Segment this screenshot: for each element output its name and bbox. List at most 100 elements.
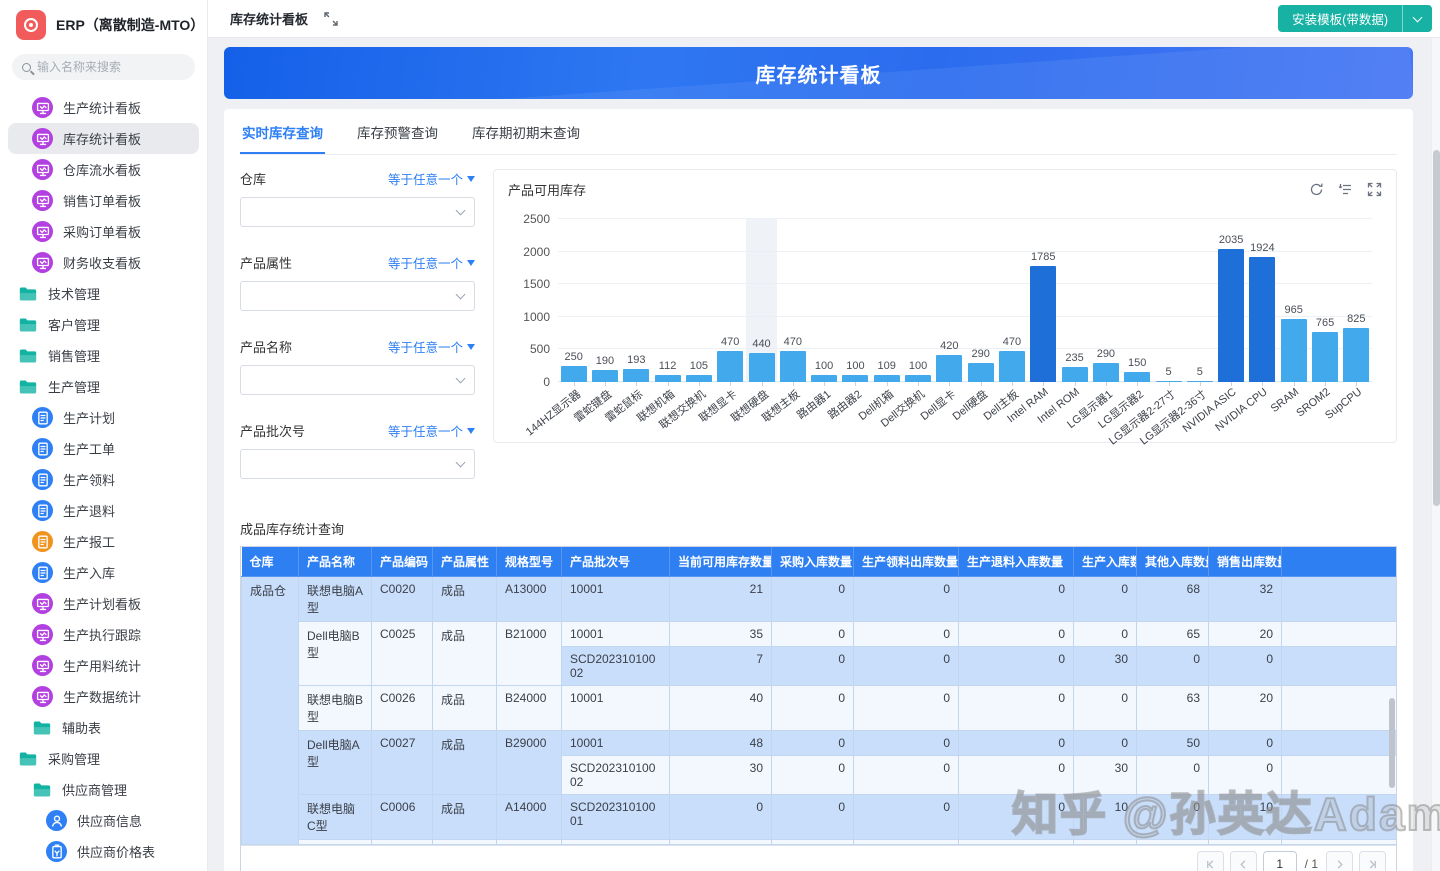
- sidebar-item[interactable]: 生产执行跟踪: [8, 619, 199, 650]
- bar[interactable]: [560, 365, 587, 382]
- bar[interactable]: [967, 363, 994, 382]
- sort-settings-icon[interactable]: [1338, 182, 1353, 197]
- sidebar-item[interactable]: 供应商信息: [8, 805, 199, 836]
- table-row[interactable]: [242, 839, 1396, 845]
- sidebar-item[interactable]: 财务收支看板: [8, 247, 199, 278]
- sidebar-item[interactable]: 生产报工: [8, 526, 199, 557]
- sidebar-item[interactable]: 销售管理: [8, 340, 199, 371]
- sidebar-item[interactable]: 生产入库: [8, 557, 199, 588]
- sidebar-search[interactable]: [12, 54, 195, 80]
- table-row[interactable]: 成品仓 联想电脑A型 C0020 成品 A13000 10001 21 0 0 0 0 68 32: [241, 576, 1396, 845]
- bar[interactable]: [591, 369, 618, 382]
- table-cell: A13000: [496, 576, 562, 622]
- sidebar-item[interactable]: 采购订单看板: [8, 216, 199, 247]
- sidebar-item[interactable]: 库存统计看板: [8, 123, 199, 154]
- table-row[interactable]: Dell电脑A型 C0027 成品 B29000 10001 48 0 0 0 0 50 0: [242, 730, 1396, 795]
- table-row[interactable]: SCD20231010002 7 0 0 0 30 0 0: [242, 646, 1396, 686]
- sidebar-item[interactable]: 销售订单看板: [8, 185, 199, 216]
- table-cell: 0: [1073, 576, 1137, 622]
- sidebar-item[interactable]: 生产用料统计: [8, 650, 199, 681]
- filter-select[interactable]: [240, 449, 475, 479]
- sidebar-item[interactable]: 生产工单: [8, 433, 199, 464]
- sidebar-item[interactable]: 生产数据统计: [8, 681, 199, 712]
- dashboard-card: 实时库存查询 库存预警查询 库存期初期末查询 仓库 等于任意一个 产品属性 等于任意…: [224, 109, 1413, 871]
- filter-select[interactable]: [240, 365, 475, 395]
- sidebar-item[interactable]: 采购管理: [8, 743, 199, 774]
- first-page-button[interactable]: [1196, 851, 1224, 871]
- prev-page-button[interactable]: [1229, 851, 1257, 871]
- bar[interactable]: [1092, 363, 1119, 382]
- filter-select[interactable]: [240, 281, 475, 311]
- sidebar-item-label: 客户管理: [48, 318, 101, 333]
- bar[interactable]: [623, 369, 650, 382]
- bar-value-label: 1785: [1031, 250, 1056, 263]
- table-row[interactable]: Dell电脑B型 C0025 成品 B21000 10001 35 0 0 0 0 65 20: [242, 621, 1396, 686]
- sidebar-item[interactable]: 辅助表: [8, 712, 199, 743]
- filter-operator[interactable]: 等于任意一个: [388, 253, 475, 272]
- bar[interactable]: [1280, 319, 1307, 382]
- bar[interactable]: [905, 375, 932, 382]
- sidebar-item[interactable]: 技术管理: [8, 278, 199, 309]
- bar[interactable]: [1312, 332, 1339, 382]
- bar[interactable]: [1343, 328, 1370, 382]
- sidebar-item[interactable]: 生产计划: [8, 402, 199, 433]
- table-row[interactable]: 联想电脑B型 C0026 成品 B24000 10001 40 0 0 0 0 63 20: [242, 685, 1396, 731]
- page-scrollbar[interactable]: [1431, 38, 1440, 871]
- bar[interactable]: [1061, 366, 1088, 382]
- fullscreen-icon[interactable]: [324, 11, 338, 26]
- bar[interactable]: [1249, 256, 1276, 382]
- chart-fullscreen-icon[interactable]: [1367, 182, 1382, 197]
- sidebar-item[interactable]: 供应商价格表: [8, 836, 199, 867]
- tab[interactable]: 实时库存查询: [240, 109, 325, 154]
- filter-operator[interactable]: 等于任意一个: [388, 421, 475, 440]
- bar[interactable]: [654, 374, 681, 382]
- bar[interactable]: [998, 351, 1025, 382]
- triangle-down-icon: [467, 343, 475, 350]
- filter-operator[interactable]: 等于任意一个: [388, 337, 475, 356]
- table-cell: SCD20231010002: [561, 646, 670, 686]
- sidebar-item[interactable]: 生产领料: [8, 464, 199, 495]
- sidebar-item[interactable]: 供应商管理: [8, 774, 199, 805]
- bar[interactable]: [1030, 265, 1057, 382]
- bar[interactable]: [1218, 249, 1245, 382]
- bar[interactable]: [842, 375, 869, 382]
- table-row[interactable]: 联想电脑C型 C0006 成品 A14000 SCD20231010001 0 0 0 0 10 0…: [242, 794, 1396, 840]
- column-header: 生产入库数量: [1073, 547, 1137, 577]
- install-template-caret[interactable]: [1402, 5, 1432, 32]
- bar[interactable]: [1186, 381, 1213, 382]
- sidebar-item[interactable]: 生产管理: [8, 371, 199, 402]
- table-cell: [771, 839, 854, 845]
- bar[interactable]: [748, 353, 775, 382]
- filter-select[interactable]: [240, 197, 475, 227]
- last-page-button[interactable]: [1359, 851, 1386, 871]
- scrollbar-thumb[interactable]: [1433, 150, 1440, 506]
- bar[interactable]: [779, 351, 806, 382]
- topbar-tab-label[interactable]: 库存统计看板: [230, 12, 309, 27]
- sidebar-item[interactable]: 仓库流水看板: [8, 154, 199, 185]
- refresh-icon[interactable]: [1309, 182, 1324, 197]
- next-page-button[interactable]: [1326, 851, 1353, 871]
- sidebar-item[interactable]: 客户管理: [8, 309, 199, 340]
- bar[interactable]: [1155, 381, 1182, 382]
- tab[interactable]: 库存预警查询: [357, 126, 438, 141]
- bar[interactable]: [936, 354, 963, 382]
- table-scrollbar[interactable]: [1389, 697, 1395, 788]
- bar[interactable]: [717, 351, 744, 382]
- bar[interactable]: [811, 375, 838, 382]
- search-input[interactable]: [37, 60, 177, 74]
- bar-value-label: 100: [814, 360, 834, 373]
- filter-operator[interactable]: 等于任意一个: [388, 169, 475, 188]
- install-template-button[interactable]: 安装模板(带数据): [1278, 5, 1402, 32]
- bar[interactable]: [685, 375, 712, 382]
- bar[interactable]: [873, 374, 900, 382]
- sidebar-item[interactable]: 生产计划看板: [8, 588, 199, 619]
- tab[interactable]: 库存期初期末查询: [472, 126, 580, 141]
- bar-value-label: 470: [783, 336, 802, 349]
- sidebar-item[interactable]: 生产退料: [8, 495, 199, 526]
- sidebar-item[interactable]: 生产统计看板: [8, 92, 199, 123]
- table-cell: 40: [669, 685, 772, 731]
- page-number-input[interactable]: 1: [1262, 851, 1297, 871]
- page-banner: 库存统计看板: [224, 47, 1413, 99]
- table-cell: 10: [1073, 794, 1137, 840]
- bar[interactable]: [1124, 372, 1151, 382]
